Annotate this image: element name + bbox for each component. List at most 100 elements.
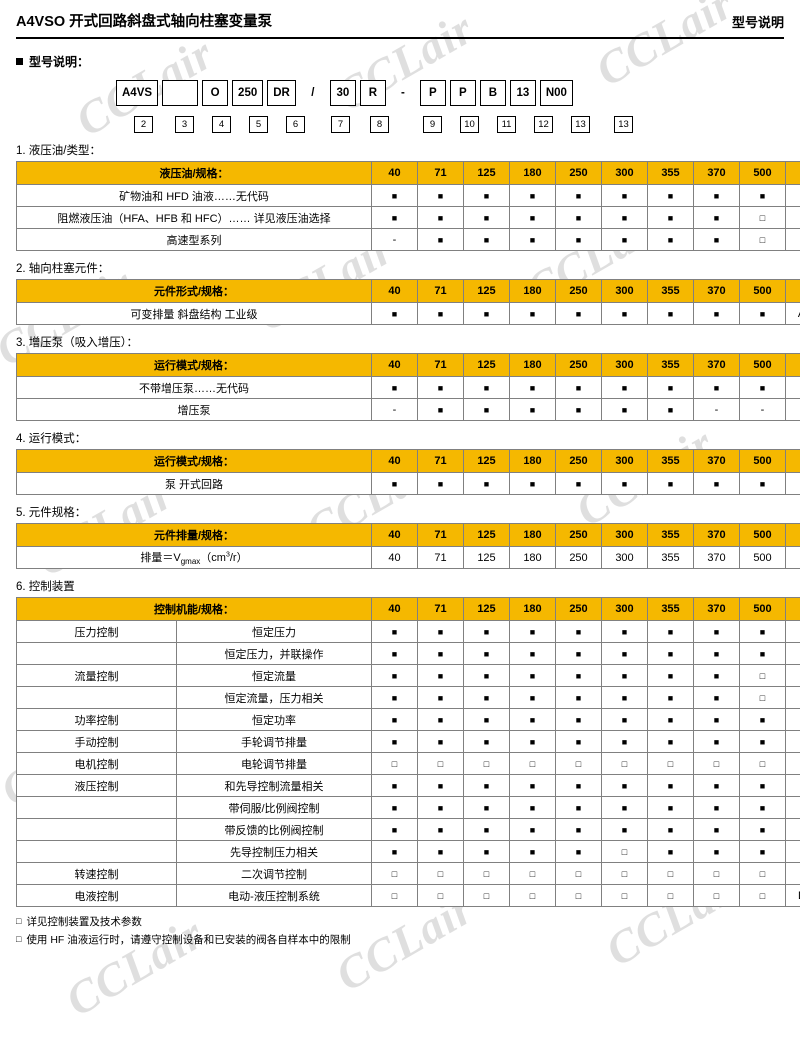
spacer xyxy=(157,116,171,133)
model-code-index: 9 xyxy=(423,116,442,133)
spec-sections: 1. 液压油/类型： 液压油/规格： 40 71 125 180 250 300 355 370 5… xyxy=(16,142,800,569)
option-cell xyxy=(601,642,648,665)
option-filled-icon xyxy=(760,649,765,659)
option-cell xyxy=(463,686,510,709)
displacement-value: 370 xyxy=(693,546,740,569)
size-header: 300 xyxy=(601,161,648,185)
option-filled-icon xyxy=(530,479,535,489)
size-header: 180 xyxy=(509,597,556,621)
code-header: 代码 xyxy=(785,279,800,303)
option-filled-icon xyxy=(714,479,719,489)
option-cell xyxy=(647,862,694,885)
option-cell xyxy=(509,862,556,885)
not-available-icon xyxy=(393,234,397,246)
option-filled-icon xyxy=(438,309,443,319)
option-cell xyxy=(739,884,786,907)
model-code-cell: - xyxy=(400,87,405,99)
option-filled-icon xyxy=(714,671,719,681)
option-cell xyxy=(417,774,464,797)
size-header: 71 xyxy=(417,161,464,185)
option-cell xyxy=(463,840,510,863)
size-header: 71 xyxy=(417,449,464,473)
code-header: 代码 xyxy=(785,161,800,185)
option-filled-icon xyxy=(576,671,581,681)
option-filled-icon xyxy=(576,627,581,637)
page-root: A4VSO 开式回路斜盘式轴向柱塞变量泵 型号说明 型号说明： A4VS O 250… xyxy=(0,0,800,947)
option-cell xyxy=(601,664,648,687)
option-open-icon xyxy=(438,869,443,879)
row-code: EM xyxy=(785,752,800,775)
not-available-icon xyxy=(761,404,765,416)
option-cell xyxy=(601,472,648,495)
row-code: HS xyxy=(785,796,800,819)
option-cell xyxy=(463,862,510,885)
size-header: 40 xyxy=(371,161,418,185)
option-cell xyxy=(555,884,602,907)
option-cell xyxy=(647,708,694,731)
size-header: 250 xyxy=(555,449,602,473)
option-filled-icon xyxy=(484,383,489,393)
table-row: 恒定压力，并联操作 DP xyxy=(16,642,800,665)
option-cell xyxy=(739,398,786,421)
option-cell xyxy=(739,818,786,841)
option-filled-icon xyxy=(484,671,489,681)
option-filled-icon xyxy=(714,309,719,319)
size-header: 40 xyxy=(371,523,418,547)
model-code-row: A4VS O 250 DR/30 R - P P B 13 N00 xyxy=(116,80,784,106)
option-filled-icon xyxy=(668,649,673,659)
spacer xyxy=(520,116,530,133)
displacement-value: 71 xyxy=(417,546,464,569)
option-cell xyxy=(555,302,602,325)
option-filled-icon xyxy=(760,479,765,489)
size-header: 370 xyxy=(693,597,740,621)
size-header: 250 xyxy=(555,353,602,377)
option-cell xyxy=(417,708,464,731)
option-cell xyxy=(647,686,694,709)
option-cell xyxy=(555,664,602,687)
option-filled-icon xyxy=(622,803,627,813)
size-header: 40 xyxy=(371,449,418,473)
option-cell xyxy=(739,796,786,819)
table-row: 泵 开式回路 O xyxy=(16,472,800,495)
option-filled-icon xyxy=(530,213,535,223)
size-header: 370 xyxy=(693,523,740,547)
option-cell xyxy=(509,642,556,665)
row-code: MA xyxy=(785,730,800,753)
option-filled-icon xyxy=(714,847,719,857)
option-open-icon xyxy=(714,891,719,901)
option-cell xyxy=(693,398,740,421)
not-available-icon xyxy=(393,404,397,416)
table-row: 先导控制压力相关 HD xyxy=(16,840,800,863)
control-group-label xyxy=(16,818,177,841)
size-header: 500 xyxy=(739,597,786,621)
option-cell xyxy=(371,664,418,687)
control-function-label: 先导控制压力相关 xyxy=(176,840,372,863)
option-filled-icon xyxy=(622,649,627,659)
option-cell xyxy=(739,206,786,229)
option-filled-icon xyxy=(438,781,443,791)
option-open-icon xyxy=(576,869,581,879)
option-cell xyxy=(739,620,786,643)
option-cell xyxy=(509,206,556,229)
model-code-cell: P xyxy=(419,80,446,106)
option-filled-icon xyxy=(392,191,397,201)
displacement-value: 250 xyxy=(555,546,602,569)
option-filled-icon xyxy=(714,803,719,813)
option-cell xyxy=(647,796,694,819)
section-title: 3. 增压泵（吸入增压）： xyxy=(16,337,139,349)
option-cell xyxy=(693,472,740,495)
option-filled-icon xyxy=(622,383,627,393)
option-cell xyxy=(555,774,602,797)
option-filled-icon xyxy=(392,383,397,393)
model-code-index: 10 xyxy=(460,116,479,133)
option-filled-icon xyxy=(438,803,443,813)
option-cell xyxy=(647,376,694,399)
option-filled-icon xyxy=(392,479,397,489)
option-cell xyxy=(693,302,740,325)
size-header: 300 xyxy=(601,279,648,303)
option-cell xyxy=(693,686,740,709)
spacer xyxy=(557,116,567,133)
option-cell xyxy=(555,686,602,709)
model-code-cell: N00 xyxy=(539,80,573,106)
option-filled-icon xyxy=(438,825,443,835)
